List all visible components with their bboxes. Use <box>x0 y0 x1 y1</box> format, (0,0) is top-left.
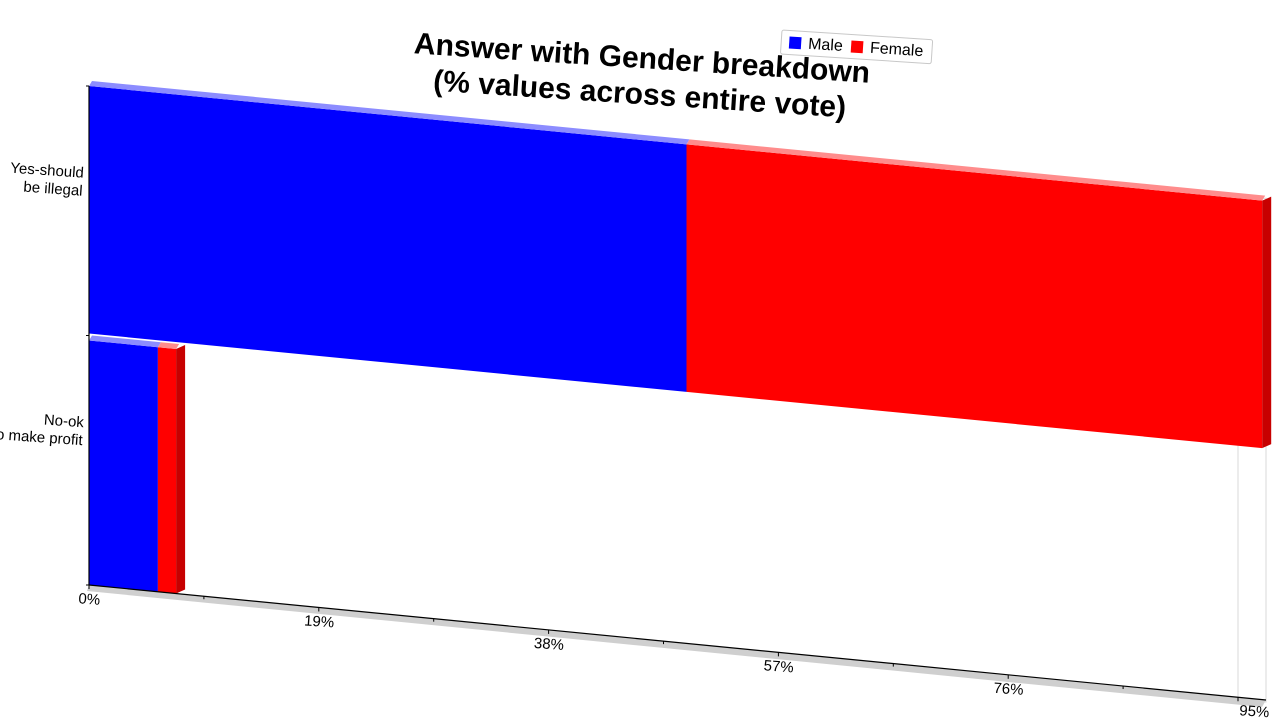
category-label-2: No-okto make profit <box>0 408 85 449</box>
legend-swatch-female <box>850 40 864 54</box>
x-axis-line <box>88 584 1267 701</box>
bar-top-female-cat-2 <box>157 342 180 349</box>
bar-top-male-cat-1 <box>89 81 690 145</box>
bar-male-cat-2[interactable] <box>89 340 158 592</box>
legend-swatch-male <box>788 36 802 50</box>
category-label-1: Yes-shouldbe illegal <box>8 160 84 200</box>
x-tick-label-4: 76% <box>993 680 1024 699</box>
legend-label-female: Female <box>869 40 923 60</box>
bars-layer <box>89 81 1272 594</box>
bar-top-female-cat-1 <box>686 139 1266 201</box>
x-tick-label-2: 38% <box>533 635 564 654</box>
bar-top-male-cat-2 <box>89 335 161 348</box>
bar-side-female-cat-1 <box>1262 196 1272 449</box>
bar-male-cat-1[interactable] <box>89 86 687 392</box>
axes-layer: Yes-shouldbe illegal No-okto make profit 0… <box>0 85 1270 720</box>
x-tick-label-0: 0% <box>78 590 101 608</box>
bar-female-cat-2[interactable] <box>157 347 177 594</box>
x-tick-label-1: 19% <box>304 612 335 631</box>
legend[interactable]: Male Female <box>780 29 934 65</box>
bar-female-cat-1[interactable] <box>686 144 1263 449</box>
bar-side-female-cat-2 <box>176 345 186 594</box>
legend-label-male: Male <box>808 36 844 55</box>
plot-floor <box>87 585 1266 707</box>
x-tick-label-3: 57% <box>763 657 794 676</box>
x-tick-label-5: 95% <box>1239 702 1270 720</box>
